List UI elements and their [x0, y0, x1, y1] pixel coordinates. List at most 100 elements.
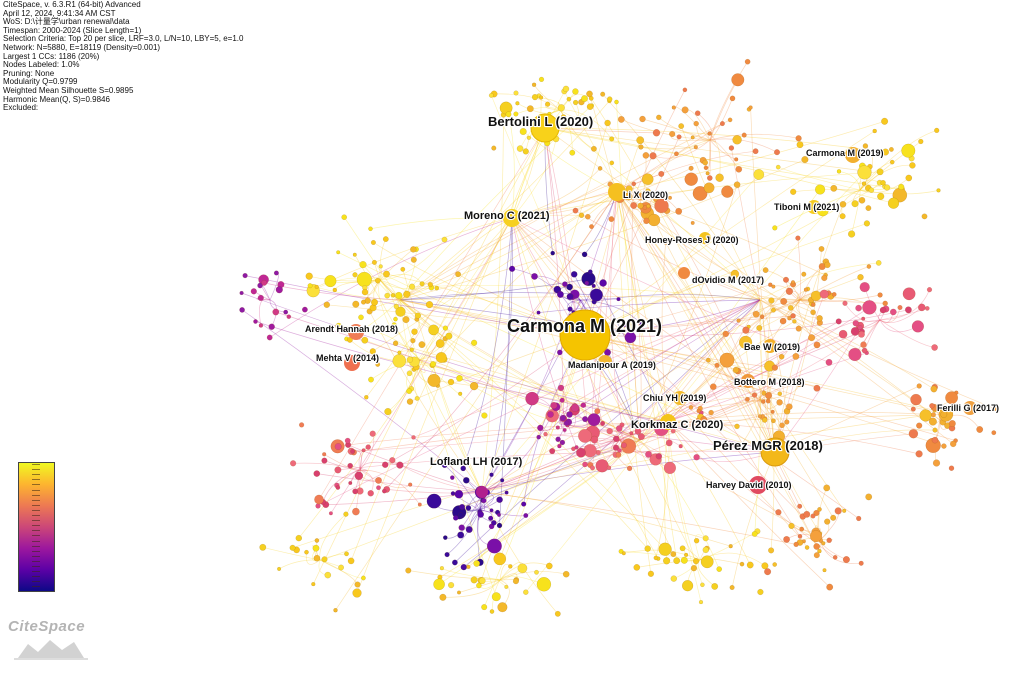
- network-node: [694, 110, 701, 116]
- network-edge: [269, 272, 279, 301]
- network-node: [589, 288, 603, 302]
- network-node: [409, 347, 414, 352]
- label-honeyroses-2020[interactable]: Honey-Roses J (2020): [644, 234, 740, 246]
- network-edge: [318, 127, 546, 500]
- node-tiboni-2021[interactable]: [807, 200, 821, 214]
- network-node: [405, 567, 412, 574]
- network-edge: [399, 350, 421, 361]
- network-node: [448, 581, 455, 589]
- network-node: [761, 562, 769, 570]
- node-dovidio-2017[interactable]: [678, 267, 690, 279]
- network-node: [458, 391, 463, 396]
- network-node: [762, 267, 769, 273]
- network-edge: [544, 127, 565, 419]
- node-honeyroses-2020[interactable]: [699, 232, 711, 244]
- label-arendt-2018[interactable]: Arendt Hannah (2018): [304, 323, 399, 335]
- label-madanipour-2019[interactable]: Madanipour A (2019): [567, 359, 657, 371]
- network-node: [344, 551, 349, 557]
- network-node: [396, 461, 404, 469]
- node-perez-2018[interactable]: [760, 437, 790, 467]
- node-mehta-2014[interactable]: [344, 355, 360, 371]
- node-ferilli-2017[interactable]: [963, 401, 977, 415]
- network-node: [882, 148, 890, 156]
- network-edge: [413, 299, 761, 438]
- node-bae-2019[interactable]: [763, 339, 777, 353]
- node-carmona-2021[interactable]: [559, 309, 611, 361]
- network-node: [642, 152, 650, 159]
- network-edge: [393, 324, 421, 361]
- node-chiu-2019[interactable]: [673, 391, 687, 405]
- legend-tick: [32, 525, 40, 527]
- network-node: [477, 511, 485, 518]
- network-node: [488, 515, 494, 521]
- network-node: [756, 325, 763, 332]
- network-edge: [616, 191, 826, 276]
- label-lix-2020[interactable]: Li X (2020): [622, 189, 669, 201]
- network-node: [684, 172, 698, 186]
- network-node: [523, 513, 529, 519]
- network-node: [442, 535, 448, 540]
- network-edge: [511, 217, 741, 386]
- network-node: [639, 321, 645, 328]
- network-edge: [362, 264, 401, 301]
- network-node: [705, 171, 710, 176]
- network-node: [810, 309, 816, 316]
- network-edge: [481, 380, 795, 493]
- network-edge: [373, 242, 586, 336]
- network-node: [682, 87, 688, 93]
- node-korkmaz-2020[interactable]: [660, 414, 676, 430]
- network-edge: [399, 105, 593, 301]
- network-node: [678, 444, 683, 449]
- network-edge: [326, 304, 586, 336]
- network-node: [810, 302, 816, 308]
- network-node: [675, 207, 683, 215]
- label-mehta-2014[interactable]: Mehta V (2014): [315, 352, 380, 364]
- label-moreno-2021[interactable]: Moreno C (2021): [463, 209, 551, 223]
- node-harvey-2010[interactable]: [749, 476, 767, 494]
- network-node: [831, 291, 837, 297]
- label-lofland-2017[interactable]: Lofland LH (2017): [429, 455, 524, 469]
- node-arendt-2018[interactable]: [348, 324, 364, 340]
- network-edge: [399, 159, 806, 301]
- node-bottero-2018[interactable]: [741, 374, 755, 388]
- network-node: [427, 282, 433, 288]
- network-edge: [477, 491, 483, 563]
- node-moreno-2021[interactable]: [503, 209, 521, 227]
- label-chiu-2019[interactable]: Chiu YH (2019): [642, 392, 708, 404]
- network-node: [371, 259, 377, 265]
- network-node: [347, 557, 355, 565]
- node-bertolini-2020[interactable]: [530, 113, 560, 143]
- label-bertolini-2020[interactable]: Bertolini L (2020): [487, 113, 594, 130]
- label-harvey-2010[interactable]: Harvey David (2010): [705, 479, 793, 491]
- network-node: [902, 287, 916, 301]
- network-node: [772, 225, 778, 231]
- label-dovidio-2017[interactable]: dOvidio M (2017): [691, 274, 765, 286]
- network-node: [259, 543, 267, 551]
- node-lix-2020[interactable]: [608, 183, 626, 201]
- network-edge: [544, 127, 886, 153]
- label-bottero-2018[interactable]: Bottero M (2018): [733, 376, 806, 388]
- label-carmona-2019[interactable]: Carmona M (2019): [805, 147, 885, 159]
- network-node: [817, 548, 822, 554]
- network-node: [796, 141, 804, 149]
- network-node: [863, 220, 871, 227]
- network-node: [343, 511, 349, 517]
- label-bae-2019[interactable]: Bae W (2019): [743, 341, 801, 353]
- network-node: [824, 518, 831, 525]
- network-node: [881, 117, 889, 125]
- network-node: [792, 319, 797, 324]
- node-lofland-2017[interactable]: [476, 486, 488, 498]
- network-edge: [479, 492, 507, 511]
- network-node: [307, 283, 313, 289]
- label-perez-2018[interactable]: Pérez MGR (2018): [712, 437, 824, 454]
- label-korkmaz-2020[interactable]: Korkmaz C (2020): [630, 418, 725, 432]
- label-ferilli-2017[interactable]: Ferilli G (2017): [936, 402, 1000, 414]
- node-carmona-2019[interactable]: [845, 147, 861, 163]
- label-tiboni-2021[interactable]: Tiboni M (2021): [773, 201, 841, 213]
- network-node: [365, 444, 371, 450]
- legend-tick: [32, 499, 40, 501]
- network-edge: [759, 299, 772, 447]
- label-carmona-2021[interactable]: Carmona M (2021): [506, 315, 663, 337]
- node-madanipour-2019[interactable]: [598, 355, 612, 369]
- network-node: [584, 280, 589, 286]
